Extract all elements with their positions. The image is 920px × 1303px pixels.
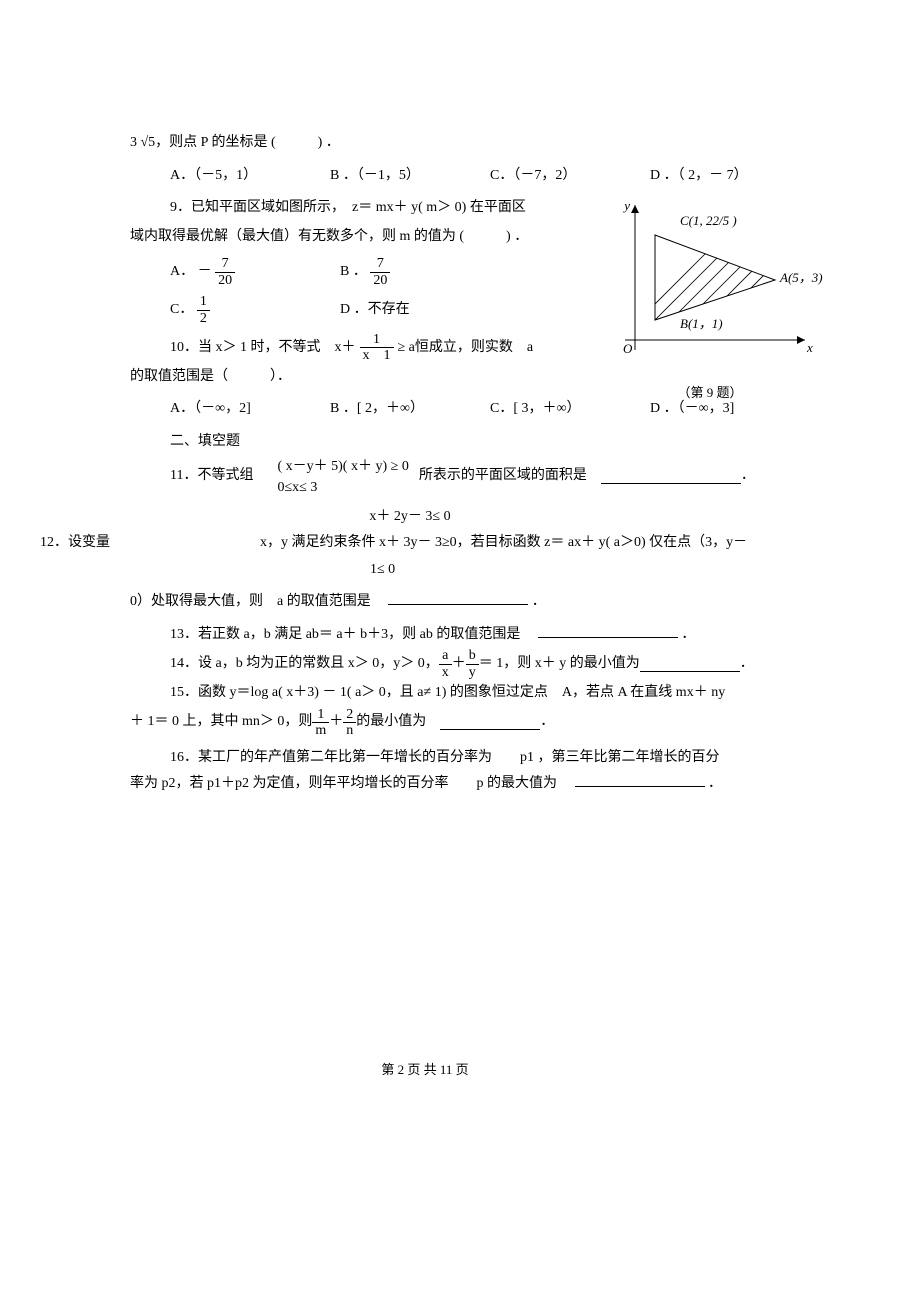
frac-num: a bbox=[439, 648, 452, 664]
q16-blank bbox=[575, 772, 705, 787]
q16-text: 率为 p2，若 p1＋p2 为定值，则年平均增长的百分率 p 的最大值为 bbox=[130, 776, 571, 791]
q8-options: A．（－5，1） B ．（－1，5） C．（－7，2） D ．（ 2，－ 7） bbox=[170, 163, 810, 190]
q15-frac1: 1 m bbox=[312, 707, 329, 739]
q9-b-frac: 7 20 bbox=[370, 256, 390, 288]
q15-frac2: 2 n bbox=[343, 707, 356, 739]
period: ． bbox=[708, 776, 722, 791]
period: ． bbox=[532, 594, 546, 609]
page: 3 √5，则点 P 的坐标是 ( ) ． A．（－5，1） B ．（－1，5） … bbox=[0, 0, 920, 1290]
q9-a-label: A． bbox=[170, 264, 194, 279]
q11: 11．不等式组 ( x－y＋ 5)( x＋ y) ≥ 0 0≤x≤ 3 所表示的… bbox=[170, 456, 810, 498]
q14-frac2: b y bbox=[466, 648, 479, 680]
q8-stem: 3 √5，则点 P 的坐标是 ( ) ． bbox=[130, 130, 810, 157]
q12-row: 12．设变量 x＋ 2y－ 3≤ 0 x，y 满足约束条件 x＋ 3y－ 3≥0… bbox=[40, 504, 810, 584]
q12-sys3: 1≤ 0 bbox=[260, 557, 810, 584]
plus: ＋ bbox=[329, 709, 343, 736]
q10-opt-a: A．（－∞，2] bbox=[170, 396, 330, 423]
q15-text-b: 的最小值为 bbox=[356, 709, 440, 736]
q12-line2: 0）处取得最大值，则 a 的取值范围是 ． bbox=[130, 589, 810, 616]
q16-line2: 率为 p2，若 p1＋p2 为定值，则年平均增长的百分率 p 的最大值为 ． bbox=[130, 771, 810, 798]
frac-den: 20 bbox=[215, 273, 235, 288]
q14-text-a: 14．设 a，b 均为正的常数且 x＞ 0，y＞ 0， bbox=[170, 651, 439, 678]
q9-opt-c: C． 1 2 bbox=[170, 294, 340, 326]
q11-row2: 0≤x≤ 3 bbox=[277, 477, 408, 498]
frac-den: y bbox=[466, 665, 479, 680]
frac-den: n bbox=[343, 723, 356, 738]
q9-b-label: B ． bbox=[340, 264, 367, 279]
frac-num: b bbox=[466, 648, 479, 664]
q13: 13．若正数 a，b 满足 ab＝ a＋ b＋3，则 ab 的取值范围是 ． bbox=[170, 622, 810, 649]
period: ． bbox=[540, 709, 554, 736]
q9-opt-a: A． － 7 20 bbox=[170, 256, 340, 288]
q15-text-a: ＋ 1＝ 0 上，其中 mn＞ 0，则 bbox=[130, 709, 312, 736]
frac-num: 1 bbox=[197, 294, 210, 310]
frac-den: 2 bbox=[197, 311, 210, 326]
q14-blank bbox=[640, 657, 740, 672]
q15-line2: ＋ 1＝ 0 上，其中 mn＞ 0，则 1 m ＋ 2 n 的最小值为 ． bbox=[130, 707, 810, 739]
q8-opt-b: B ．（－1，5） bbox=[330, 163, 490, 190]
q10-opt-b: B ．[ 2，＋∞） bbox=[330, 396, 490, 423]
frac-num: 7 bbox=[370, 256, 390, 272]
frac-den: m bbox=[312, 723, 329, 738]
q9-caption: （第 9 题） bbox=[590, 381, 830, 406]
q9-a-frac: 7 20 bbox=[215, 256, 235, 288]
svg-text:C(1, 22/5 ): C(1, 22/5 ) bbox=[680, 213, 737, 228]
q11-suffix: 所表示的平面区域的面积是 bbox=[419, 463, 601, 490]
q9-figure: y x O C(1, 22/5 ) A(5，3) B(1，1) bbox=[590, 200, 830, 405]
page-footer: 第 2 页 共 11 页 bbox=[40, 1058, 810, 1083]
period: ． bbox=[741, 463, 755, 490]
frac-num: 1 bbox=[312, 707, 329, 723]
q13-text: 13．若正数 a，b 满足 ab＝ a＋ b＋3，则 ab 的取值范围是 bbox=[170, 627, 534, 642]
q10-frac: 1 x 1 bbox=[360, 332, 394, 364]
frac-den: x 1 bbox=[360, 348, 394, 363]
q13-blank bbox=[538, 623, 678, 638]
frac-num: 7 bbox=[215, 256, 235, 272]
q12-label: 12．设变量 bbox=[40, 530, 150, 557]
q11-row1: ( x－y＋ 5)( x＋ y) ≥ 0 bbox=[277, 456, 408, 477]
q9-c-frac: 1 2 bbox=[197, 294, 210, 326]
q11-prefix: 11．不等式组 bbox=[170, 463, 253, 490]
frac-den: 20 bbox=[370, 273, 390, 288]
section-2-title: 二、填空题 bbox=[170, 429, 810, 456]
q9-c-label: C． bbox=[170, 302, 193, 317]
q11-system: ( x－y＋ 5)( x＋ y) ≥ 0 0≤x≤ 3 bbox=[273, 456, 408, 498]
period: ． bbox=[740, 651, 754, 678]
q14-text-b: ＝ 1，则 x＋ y 的最小值为 bbox=[479, 651, 640, 678]
q8-opt-a: A．（－5，1） bbox=[170, 163, 330, 190]
q14: 14．设 a，b 均为正的常数且 x＞ 0，y＞ 0， a x ＋ b y ＝ … bbox=[170, 648, 810, 680]
q12-line2-text: 0）处取得最大值，则 a 的取值范围是 bbox=[130, 594, 385, 609]
q9-a-sign: － bbox=[198, 264, 212, 279]
q10-text-a: 10．当 x＞ 1 时，不等式 x＋ bbox=[170, 335, 356, 362]
plus: ＋ bbox=[452, 651, 466, 678]
frac-num: 1 bbox=[360, 332, 394, 348]
q8-opt-d: D ．（ 2，－ 7） bbox=[650, 163, 810, 190]
q10-text-b: ≥ a恒成立，则实数 a bbox=[398, 335, 534, 362]
q11-blank bbox=[601, 469, 741, 484]
frac-num: 2 bbox=[343, 707, 356, 723]
frac-den: x bbox=[439, 665, 452, 680]
svg-text:y: y bbox=[622, 200, 630, 213]
q9-svg: y x O C(1, 22/5 ) A(5，3) B(1，1) bbox=[595, 200, 825, 370]
q15-line1: 15．函数 y＝log a( x＋3) － 1( a＞ 0，且 a≠ 1) 的图… bbox=[170, 680, 810, 707]
q9-opt-b: B ． 7 20 bbox=[340, 256, 510, 288]
period: ． bbox=[681, 627, 695, 642]
svg-text:B(1，1): B(1，1) bbox=[680, 316, 723, 331]
svg-text:A(5，3): A(5，3) bbox=[779, 270, 823, 285]
q15-blank bbox=[440, 715, 540, 730]
q12-system: x＋ 2y－ 3≤ 0 x，y 满足约束条件 x＋ 3y－ 3≥0，若目标函数 … bbox=[150, 504, 810, 584]
q12-sys2: x，y 满足约束条件 x＋ 3y－ 3≥0，若目标函数 z＝ ax＋ y( a＞… bbox=[260, 530, 810, 557]
q8-opt-c: C．（－7，2） bbox=[490, 163, 650, 190]
q12-blank bbox=[388, 590, 528, 605]
q12-sys1: x＋ 2y－ 3≤ 0 bbox=[260, 504, 560, 531]
q9-opt-d: D ．不存在 bbox=[340, 297, 510, 324]
q14-frac1: a x bbox=[439, 648, 452, 680]
svg-text:x: x bbox=[806, 340, 813, 355]
svg-text:O: O bbox=[623, 341, 633, 356]
q16-line1: 16．某工厂的年产值第二年比第一年增长的百分率为 p1 ，第三年比第二年增长的百… bbox=[170, 745, 810, 772]
